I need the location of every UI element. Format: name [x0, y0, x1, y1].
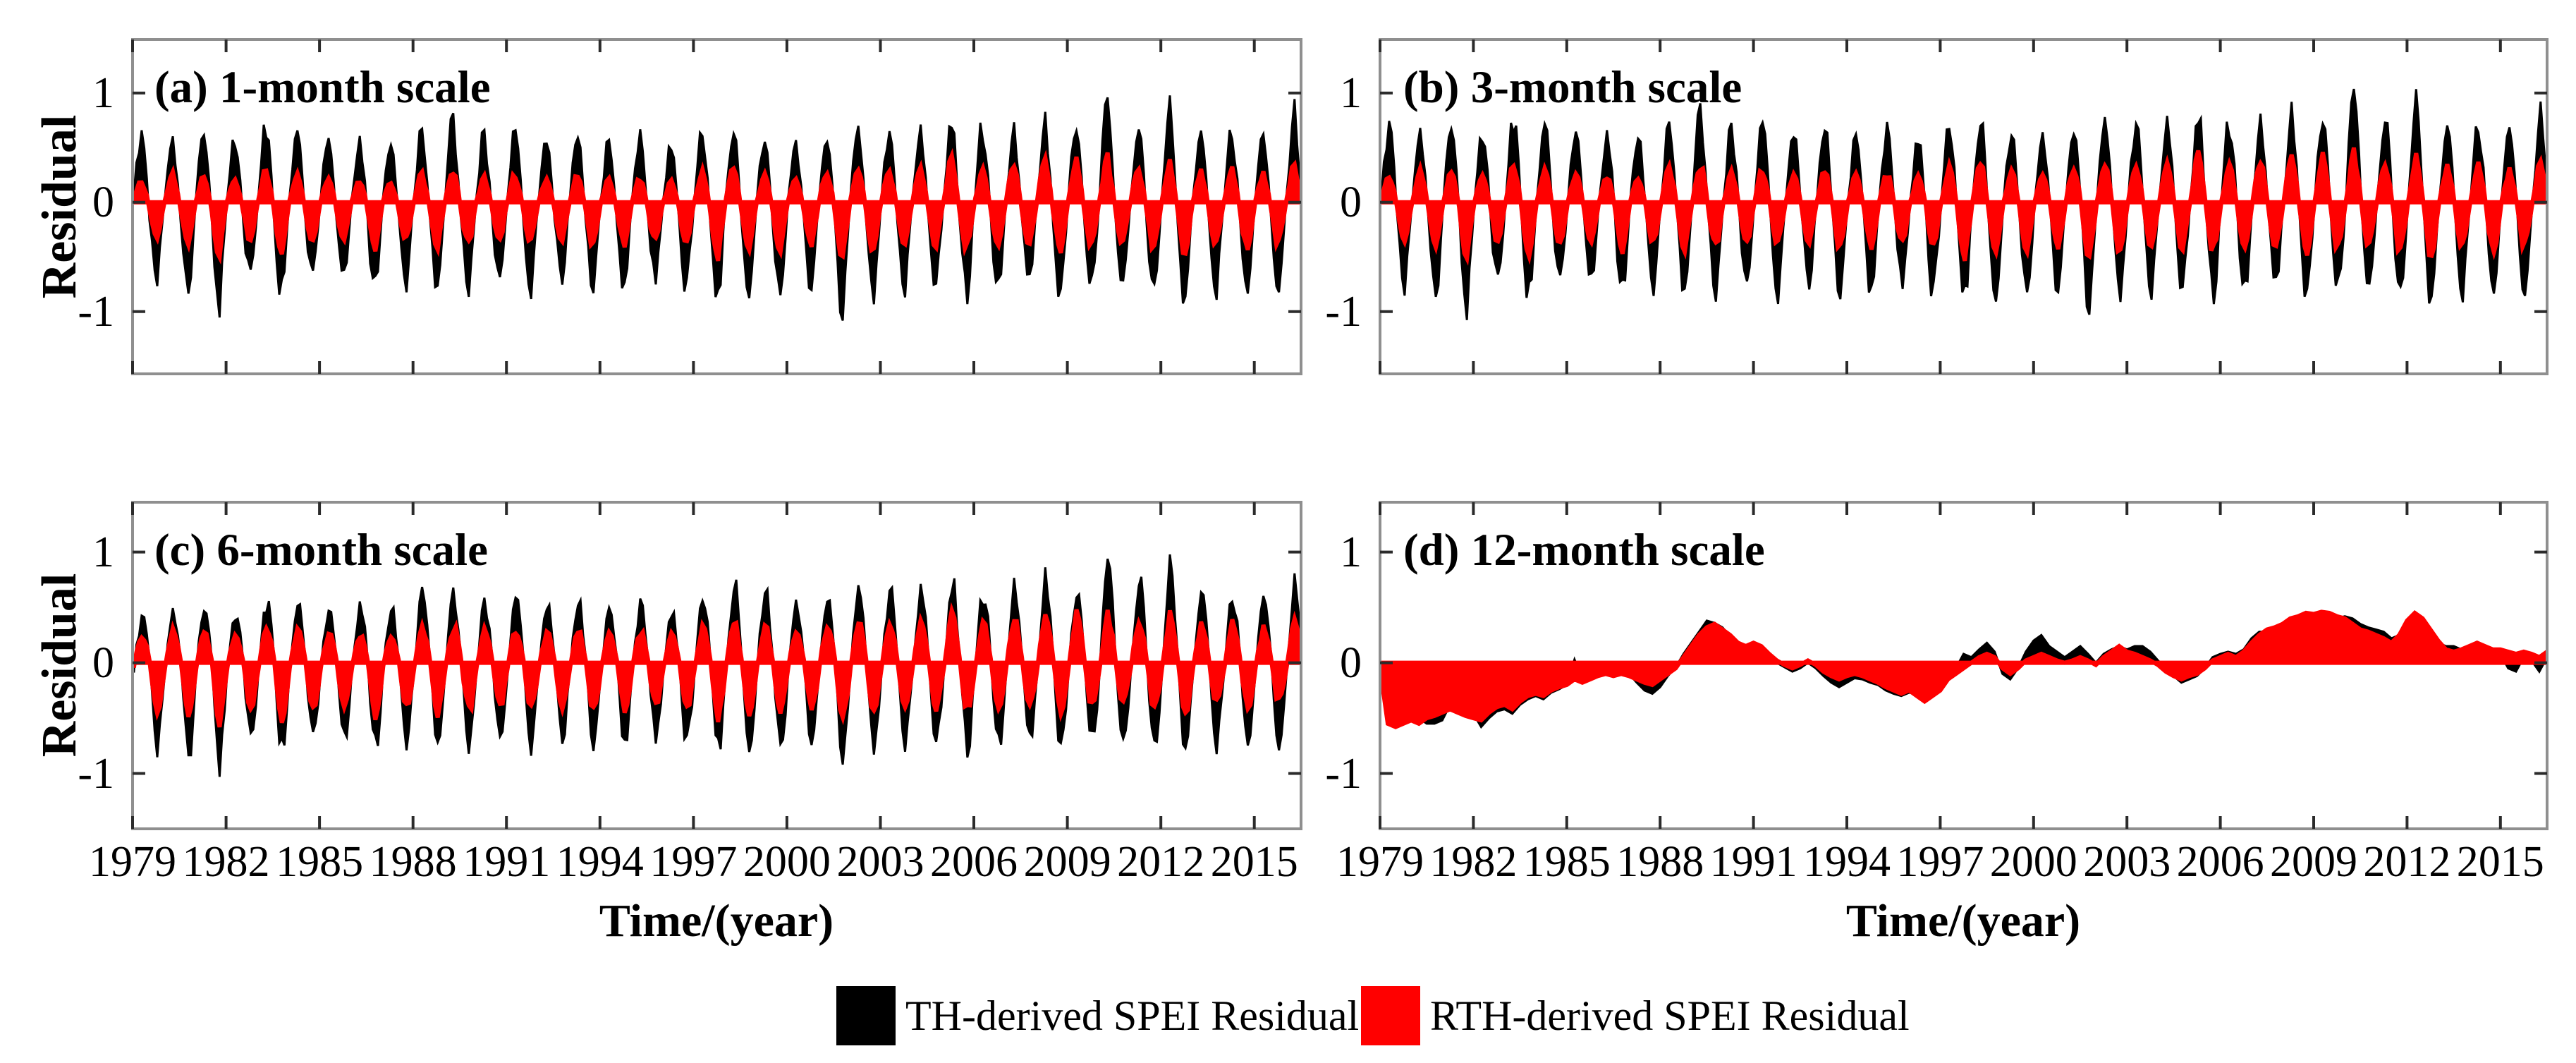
area-series-a-rth [133, 147, 1301, 265]
x-tick-label: 1991 [1709, 838, 1797, 886]
x-tick-label: 2012 [2363, 838, 2451, 886]
x-tick-label: 1979 [1336, 838, 1424, 886]
legend-label-th: TH-derived SPEI Residual [905, 992, 1360, 1039]
area-series-c-rth [133, 602, 1301, 728]
y-tick-label: 1 [1340, 528, 1362, 576]
y-tick-label: 1 [1340, 68, 1362, 117]
y-tick-label: -1 [1325, 287, 1362, 336]
x-tick-label: 1988 [369, 838, 457, 886]
area-series-d-rth [1380, 609, 2547, 729]
x-tick-label: 1979 [89, 838, 176, 886]
x-tick-label: 1997 [1896, 838, 1984, 886]
series-group-d [1380, 609, 2547, 729]
series-group-c [133, 554, 1301, 777]
axes-frame-c [131, 501, 1302, 830]
y-tick-label: -1 [78, 749, 114, 798]
y-tick-label: 0 [92, 178, 114, 226]
panel-title-c: (c) 6-month scale [154, 525, 488, 576]
x-tick-label: 1985 [1522, 838, 1611, 886]
y-tick-label: 0 [92, 638, 114, 687]
x-tick-label: 1985 [276, 838, 364, 886]
x-tick-label: 2000 [743, 838, 831, 886]
axes-frame-d [1379, 501, 2548, 830]
area-series-b-rth [1380, 147, 2547, 266]
x-tick-label: 2006 [2176, 838, 2264, 886]
x-tick-label: 1997 [649, 838, 738, 886]
x-tick-label: 2006 [930, 838, 1018, 886]
x-tick-label: 2009 [2270, 838, 2357, 886]
x-tick-label: 1994 [556, 838, 644, 886]
x-tick-label: 2012 [1117, 838, 1205, 886]
legend-label-rth: RTH-derived SPEI Residual [1430, 992, 1910, 1039]
x-tick-label: 1982 [182, 838, 270, 886]
y-tick-label: -1 [1325, 749, 1362, 798]
x-tick-label: 2015 [1210, 838, 1298, 886]
x-tick-label: 1988 [1616, 838, 1704, 886]
x-tick-label: 2000 [1989, 838, 2077, 886]
legend-item-rth: RTH-derived SPEI Residual [1361, 986, 1910, 1045]
x-tick-label: 1982 [1429, 838, 1518, 886]
y-tick-label: 0 [1340, 638, 1362, 687]
x-axis-label-d: Time/(year) [1845, 895, 2081, 947]
y-tick-label: 1 [92, 528, 114, 576]
panel-title-d: (d) 12-month scale [1403, 525, 1765, 576]
x-tick-label: 1991 [463, 838, 551, 886]
series-group-b [1380, 88, 2547, 320]
y-tick-label: 0 [1340, 178, 1362, 226]
legend-swatch-th [836, 986, 896, 1045]
legend-item-th: TH-derived SPEI Residual [836, 986, 1359, 1045]
x-tick-label: 2003 [836, 838, 924, 886]
y-tick-label: -1 [78, 287, 114, 336]
x-axis-label-c: Time/(year) [599, 895, 834, 947]
x-tick-label: 2003 [2083, 838, 2171, 886]
legend-swatch-rth [1361, 986, 1420, 1045]
panel-title-b: (b) 3-month scale [1403, 62, 1742, 113]
axes-frame-b [1379, 38, 2548, 375]
panel-title-a: (a) 1-month scale [154, 62, 491, 113]
series-group-a [133, 95, 1301, 321]
x-tick-label: 2009 [1023, 838, 1111, 886]
axes-frame-a [131, 38, 1302, 375]
x-tick-label: 1994 [1803, 838, 1891, 886]
x-tick-label: 2015 [2456, 838, 2544, 886]
y-tick-label: 1 [92, 68, 114, 117]
